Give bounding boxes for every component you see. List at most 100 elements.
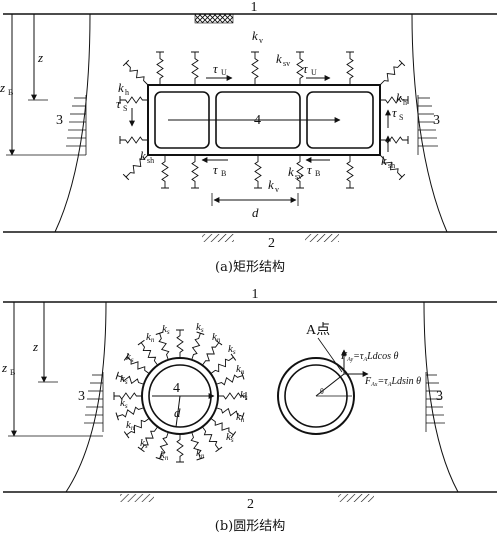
label-zb-sub: B [8,88,13,97]
spring [380,96,408,104]
label-k-n: kn [236,411,245,424]
spring [161,155,169,188]
label-soil-left-b: 3 [78,389,85,404]
label-tau-u-right: τ [303,61,309,76]
spring [125,154,149,178]
label-zb-b: z [1,360,7,375]
label-kv-top-sub: v [259,36,263,45]
spring [201,342,220,366]
spring [117,406,144,418]
label-d-b: d [174,405,181,420]
spring [201,426,220,450]
label-f-ax-tail: Ldsin θ [390,376,421,387]
label-ksh-right: k [381,153,387,168]
spring-anchor [215,339,223,346]
label-ksh-left-sub: sh [147,156,154,165]
spring [126,356,150,375]
svg-text:FAx=τALdsin θ: FAx=τALdsin θ [364,376,421,388]
bedrock-hatch-right [305,234,339,242]
label-kh-left: k [118,80,124,95]
spring [159,432,169,459]
spring-anchor [241,371,245,380]
label-d-a: d [252,205,259,220]
spring [210,356,234,375]
label-f-ax: F [364,376,372,387]
spring-anchor [398,59,406,67]
spring-anchor [215,446,223,453]
spring [380,136,408,144]
label-tau-s-right: τ [392,105,398,120]
label-ksh-right-sub: sh [388,161,395,170]
label-k-n: kn [160,449,169,462]
label-force-ay: FAy=τALdcos θ [340,351,399,363]
bedrock-hatch-b-right [338,494,374,502]
spring-anchor [115,412,119,421]
point-a-leader [317,337,343,373]
label-f-ay-sub: Ay [346,357,353,363]
svg-text:FAy=τALdcos θ: FAy=τALdcos θ [340,351,399,363]
spring-anchor [398,173,406,181]
label-kh-left-sub: h [125,88,129,97]
label-bedrock-b: 2 [247,497,254,512]
label-tau-s-left: τ [116,96,122,111]
spring [158,333,170,360]
panel-a-springs [119,51,409,189]
spring [176,330,184,358]
label-z: z [37,50,43,65]
label-tau-u-right-sub: U [311,68,317,77]
spring [191,155,199,188]
label-ksv-top: k [276,51,282,66]
radius-line [175,395,181,428]
spring [120,96,148,104]
spring [210,417,234,436]
spring-anchor [155,457,164,461]
left-displacement-curve-b [65,301,107,493]
caption-b: (b)圆形结构 [215,519,285,534]
label-zb: z [0,80,5,95]
label-force-ax: FAx=τALdsin θ [364,376,421,388]
spring-anchor [196,457,205,461]
label-kh-right-sub: h [403,98,407,107]
spring [346,52,354,85]
spring [216,374,243,386]
spring [190,432,202,459]
spring [156,52,164,85]
label-ground-surface: 1 [251,0,258,15]
radius-to-point-a [315,373,345,397]
spring [126,417,150,436]
spring-anchor [137,446,145,453]
label-structure-circle: 4 [173,381,180,396]
label-tau-b-left: τ [213,162,219,177]
right-displacement-curve [411,13,448,233]
right-load-stack-b [425,372,445,432]
spring [218,392,246,400]
spring [296,52,304,85]
spring-anchor [196,331,205,335]
left-load-stack-b [84,372,104,432]
label-f-ax-sub: Ax [370,382,378,388]
spring-anchor [155,331,164,335]
label-k-s: ks [226,431,234,444]
label-k-n: kn [236,363,245,376]
label-zb-b-sub: B [10,368,15,377]
spring-anchor [230,353,237,361]
label-k-s: ks [240,389,248,402]
label-kv-bottom: k [268,177,274,192]
surface-crosshatch [194,13,234,24]
left-load-stack [66,95,87,155]
spring [346,155,354,188]
spring-anchor [241,412,245,421]
spring [191,333,201,360]
spring-anchor [230,431,237,439]
spring [114,392,142,400]
label-f-ay: F [340,351,348,362]
spring-anchor [122,173,130,181]
bedrock-hatch-b-left [120,494,154,502]
spring [140,342,159,366]
label-structure-box: 4 [254,113,261,128]
spring [379,62,403,86]
spring-anchor [137,339,145,346]
label-kv-top: k [252,28,258,43]
